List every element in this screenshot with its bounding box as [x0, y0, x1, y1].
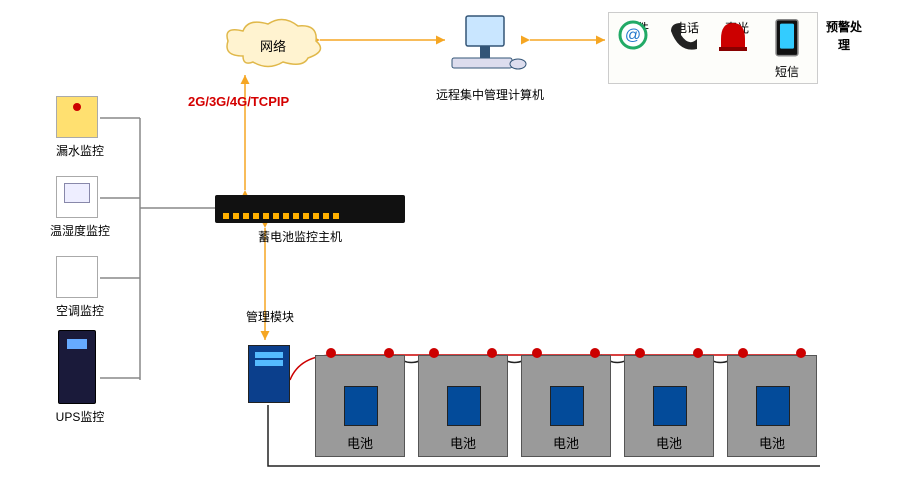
sensor-label: 漏水监控	[40, 142, 120, 159]
sensor-label: 空调监控	[40, 302, 120, 319]
alarm-label: 短信	[765, 63, 809, 80]
alarm-title: 预警处理	[824, 18, 864, 54]
alarm-item: 声光	[715, 19, 759, 36]
battery: 电池	[624, 355, 714, 457]
battery: 电池	[418, 355, 508, 457]
cloud-label: 网络	[218, 36, 328, 55]
sensor-ups	[58, 330, 96, 404]
battery-label: 电池	[728, 433, 816, 452]
battery: 电池	[727, 355, 817, 457]
mgmt-module	[248, 345, 290, 403]
battery-label: 电池	[419, 433, 507, 452]
sensor-label: 温湿度监控	[36, 222, 124, 239]
alarm-item: 电话	[665, 19, 709, 36]
battery: 电池	[315, 355, 405, 457]
battery-label: 电池	[522, 433, 610, 452]
sensor-label: UPS监控	[40, 408, 120, 425]
battery: 电池	[521, 355, 611, 457]
remote-pc-label: 远程集中管理计算机	[420, 86, 560, 103]
battery-label: 电池	[316, 433, 404, 452]
battery-host	[215, 195, 405, 223]
switch-label: 蓄电池监控主机	[230, 228, 370, 245]
alarm-item: @ 邮件	[615, 19, 659, 36]
battery-label: 电池	[625, 433, 713, 452]
alarm-item: 短信	[765, 19, 809, 80]
smartphone-icon	[775, 19, 798, 56]
alarm-box: @ 邮件 电话 声光 短信	[608, 12, 818, 84]
protocol-label: 2G/3G/4G/TCPIP	[188, 94, 318, 109]
mgmt-label: 管理模块	[230, 308, 310, 325]
svg-text:@: @	[625, 27, 641, 44]
